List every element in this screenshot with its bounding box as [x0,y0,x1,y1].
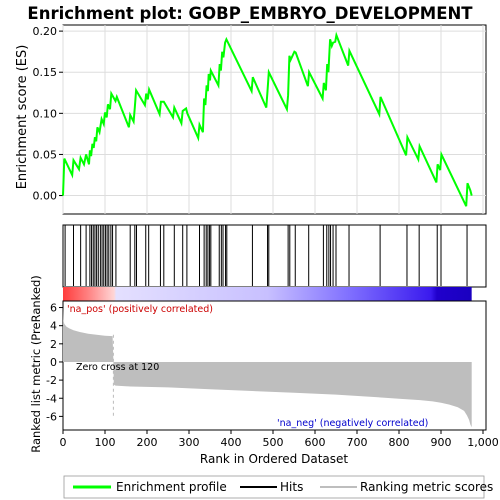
es-y-tick-label: 0.10 [33,107,58,120]
es-y-ticks: 0.00 0.05 0.10 0.15 0.20 [33,25,63,203]
es-y-tick-label: 0.15 [33,66,58,79]
es-y-axis-label: Enrichment score (ES) [15,45,30,190]
metric-y-axis-label: Ranked list metric (PreRanked) [29,275,43,453]
hit-marks [64,225,468,286]
enrichment-profile-line [62,31,473,207]
es-y-tick-label: 0.05 [33,148,58,161]
positive-correlation-label: 'na_pos' (positively correlated) [67,304,213,315]
x-tick-label: 500 [263,436,284,449]
x-tick-label: 300 [179,436,200,449]
x-tick-label: 100 [95,436,116,449]
legend-label-hits: Hits [280,480,303,494]
negative-correlation-label: 'na_neg' (negatively correlated) [277,418,428,429]
metric-panel: -6 -4 -2 0 2 4 6 0 100 200 300 400 500 600 700 800 900 1… [29,275,499,466]
x-tick-label: 800 [389,436,410,449]
metric-y-tick-label: -4 [46,392,57,405]
x-tick-label: 600 [305,436,326,449]
metric-y-tick-label: 6 [50,302,57,315]
rank-color-bar [63,287,472,301]
legend: Enrichment profile Hits Ranking metric s… [63,475,493,499]
x-tick-label: 0 [60,436,67,449]
es-line-group [62,31,473,207]
es-y-tick-label: 0.20 [33,25,58,38]
metric-y-tick-label: -6 [46,410,57,423]
x-tick-label: 200 [137,436,158,449]
chart-title: Enrichment plot: GOBP_EMBRYO_DEVELOPMENT [27,4,473,23]
metric-x-ticks: 0 100 200 300 400 500 600 700 800 900 1,000 [60,430,499,449]
metric-y-tick-label: 4 [50,320,57,333]
metric-y-ticks: -6 -4 -2 0 2 4 6 [46,302,63,423]
legend-label-enrichment: Enrichment profile [116,480,227,494]
es-y-tick-label: 0.00 [33,190,58,203]
x-tick-label: 1,000 [467,436,499,449]
hits-panel-frame [62,224,487,288]
x-axis-label: Rank in Ordered Dataset [200,452,348,466]
metric-y-tick-label: 0 [50,356,57,369]
metric-y-tick-label: -2 [46,374,57,387]
metric-y-tick-label: 2 [50,338,57,351]
legend-label-metric: Ranking metric scores [360,480,493,494]
x-tick-label: 900 [431,436,452,449]
x-tick-label: 700 [347,436,368,449]
x-tick-label: 400 [221,436,242,449]
hits-panel [62,224,487,301]
metric-area [63,307,472,428]
zero-cross-label: Zero cross at 120 [76,362,159,373]
es-panel: 0.00 0.05 0.10 0.15 0.20 Enrichment score (E… [15,24,487,215]
